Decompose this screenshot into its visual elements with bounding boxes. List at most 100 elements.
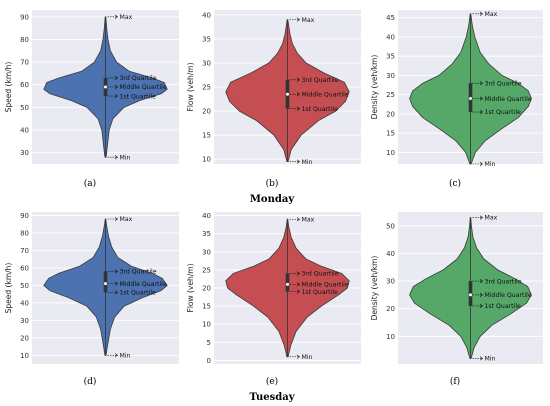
- annotation-label-q1: 1st Quartile: [485, 109, 522, 116]
- annotation-label-median: Middle Quartile: [120, 281, 167, 288]
- y-tick-label: 20: [202, 285, 211, 293]
- y-tick-label: 40: [202, 212, 211, 220]
- violin-median-point: [286, 92, 289, 96]
- annotation-label-min: Min: [485, 356, 496, 363]
- panel-label: (b): [266, 178, 279, 189]
- annotation-label-median: Middle Quartile: [302, 91, 349, 98]
- annotation-arrowhead-min: [114, 155, 119, 160]
- y-tick-label: 25: [202, 84, 211, 92]
- annotation-label-min: Min: [302, 354, 313, 361]
- y-tick-label: 50: [20, 282, 29, 290]
- violin-median-point: [104, 85, 107, 89]
- violin-panel-4: 10 20 30 40 50 60 70 80 90 Speed (km/h) Max 3rd Qua…: [4, 212, 179, 387]
- y-tick-label: 5: [207, 339, 211, 347]
- violin-median-point: [286, 282, 289, 286]
- y-tick-label: 50: [20, 104, 29, 112]
- annotation-arrowhead-q3: [114, 269, 119, 274]
- violin-iqr-box: [285, 273, 290, 292]
- panel-label: (f): [450, 376, 460, 387]
- annotation-arrowhead-min: [296, 159, 301, 164]
- annotation-label-q1: 1st Quartile: [302, 106, 339, 113]
- annotation-arrowhead-median: [479, 292, 484, 297]
- annotation-arrowhead-min: [114, 353, 119, 358]
- annotation-label-min: Min: [302, 159, 313, 166]
- y-tick-label: 20: [20, 334, 29, 342]
- y-tick-label: 20: [202, 108, 211, 116]
- annotation-arrowhead-median: [114, 84, 119, 90]
- annotation-label-max: Max: [302, 216, 315, 223]
- violin-median-point: [469, 293, 472, 297]
- annotation-label-q3: 3rd Quartile: [120, 75, 157, 82]
- y-tick-label: 20: [386, 110, 395, 118]
- panel-label: (e): [266, 376, 278, 387]
- annotation-label-q1: 1st Quartile: [302, 289, 339, 296]
- annotation-label-median: Middle Quartile: [485, 96, 532, 103]
- y-tick-label: 60: [20, 81, 29, 89]
- annotation-label-max: Max: [120, 216, 133, 223]
- y-tick-label: 80: [20, 36, 29, 44]
- annotation-arrowhead-q3: [479, 279, 484, 284]
- y-tick-label: 30: [20, 317, 29, 325]
- annotation-label-max: Max: [302, 17, 315, 24]
- y-tick-label: 70: [20, 247, 29, 255]
- y-axis-label: Speed (km/h): [4, 263, 13, 314]
- y-tick-label: 35: [202, 230, 211, 238]
- y-tick-label: 30: [20, 149, 29, 157]
- y-tick-label: 50: [386, 222, 395, 230]
- annotation-arrowhead-min: [479, 356, 484, 361]
- annotation-arrowhead-q3: [479, 81, 484, 86]
- annotation-arrowhead-max: [479, 11, 484, 16]
- y-tick-label: 35: [202, 35, 211, 43]
- y-tick-label: 10: [202, 156, 211, 164]
- annotation-arrowhead-median: [296, 92, 301, 97]
- annotation-label-q1: 1st Quartile: [485, 303, 522, 310]
- y-tick-label: 15: [386, 130, 395, 138]
- panel-label: (a): [84, 178, 96, 189]
- annotation-label-max: Max: [485, 11, 498, 18]
- y-axis-label: Speed (km/h): [4, 62, 13, 113]
- y-tick-label: 35: [386, 53, 395, 61]
- y-tick-label: 15: [202, 132, 211, 140]
- y-tick-label: 10: [386, 333, 395, 341]
- y-tick-label: 40: [20, 127, 29, 135]
- y-tick-label: 0: [207, 357, 211, 365]
- annotation-arrowhead-median: [479, 96, 484, 101]
- annotation-label-q3: 3rd Quartile: [302, 77, 339, 84]
- annotation-arrowhead-q3: [114, 75, 119, 80]
- y-tick-label: 40: [386, 250, 395, 258]
- violin-panel-6: 10 20 30 40 50 Density (veh/km) Max 3rd Quartil…: [370, 212, 543, 387]
- annotation-arrowhead-q1: [479, 303, 484, 309]
- annotation-label-min: Min: [120, 154, 131, 161]
- violin-panel-1: 30 40 50 60 70 80 90 Speed (km/h) Max 3rd Quartil…: [4, 10, 179, 189]
- annotation-arrowhead-max: [296, 17, 301, 22]
- annotation-arrowhead-median: [296, 282, 301, 287]
- y-tick-label: 25: [386, 91, 395, 99]
- y-axis-label: Density (veh/km): [370, 256, 379, 321]
- annotation-arrowhead-max: [114, 216, 119, 222]
- annotation-label-q3: 3rd Quartile: [120, 269, 157, 276]
- y-axis-label: Flow (veh/m): [186, 62, 195, 111]
- y-axis-label: Flow (veh/m): [186, 263, 195, 312]
- annotation-label-q1: 1st Quartile: [120, 93, 157, 100]
- annotation-label-q3: 3rd Quartile: [485, 278, 522, 285]
- y-tick-label: 45: [386, 14, 395, 22]
- annotation-label-q3: 3rd Quartile: [485, 80, 522, 87]
- annotation-label-min: Min: [120, 352, 131, 359]
- y-tick-label: 40: [20, 299, 29, 307]
- annotation-arrowhead-max: [479, 215, 484, 220]
- annotation-label-max: Max: [485, 215, 498, 222]
- annotation-label-median: Middle Quartile: [120, 84, 167, 91]
- annotation-arrowhead-max: [296, 217, 301, 222]
- annotation-label-q3: 3rd Quartile: [302, 271, 339, 278]
- y-tick-label: 15: [202, 303, 211, 311]
- violin-median-point: [104, 282, 107, 286]
- violin-panel-3: 10 15 20 25 30 35 40 45 Density (veh/km) Max 3rd Q…: [370, 10, 543, 189]
- annotation-label-q1: 1st Quartile: [120, 290, 157, 297]
- violin-iqr-box: [103, 271, 108, 293]
- y-tick-label: 30: [386, 72, 395, 80]
- annotation-arrowhead-max: [114, 14, 119, 19]
- y-axis-label: Density (veh/km): [370, 55, 379, 120]
- annotation-arrowhead-q1: [114, 94, 119, 99]
- violin-median-point: [469, 97, 472, 101]
- day-label-tuesday: Tuesday: [249, 392, 295, 403]
